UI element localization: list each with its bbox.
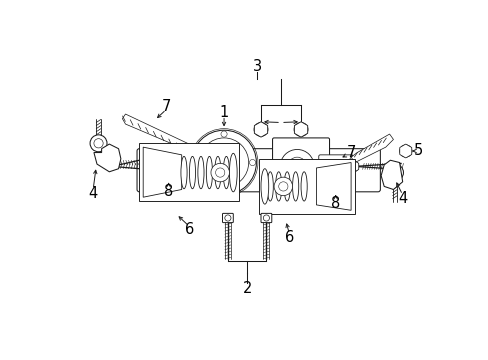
Polygon shape xyxy=(94,144,121,172)
Text: 8: 8 xyxy=(163,184,173,198)
Text: 4: 4 xyxy=(88,186,98,201)
Ellipse shape xyxy=(284,172,290,201)
Circle shape xyxy=(347,161,358,172)
Circle shape xyxy=(199,138,248,187)
Ellipse shape xyxy=(181,156,187,189)
Text: 8: 8 xyxy=(330,196,340,211)
Circle shape xyxy=(399,145,411,157)
Polygon shape xyxy=(143,147,182,197)
Polygon shape xyxy=(380,160,402,189)
Circle shape xyxy=(278,182,287,191)
Circle shape xyxy=(389,168,399,177)
Circle shape xyxy=(280,149,313,183)
FancyBboxPatch shape xyxy=(318,155,352,187)
Ellipse shape xyxy=(198,156,203,189)
Circle shape xyxy=(287,157,306,176)
Ellipse shape xyxy=(206,156,212,189)
Ellipse shape xyxy=(275,172,281,201)
Circle shape xyxy=(297,126,305,133)
Circle shape xyxy=(386,164,403,181)
Circle shape xyxy=(191,130,256,195)
Ellipse shape xyxy=(261,169,268,204)
Circle shape xyxy=(94,139,103,148)
Circle shape xyxy=(274,177,292,196)
Text: 7: 7 xyxy=(161,99,171,114)
Ellipse shape xyxy=(292,172,298,201)
Text: 7: 7 xyxy=(346,145,355,160)
Circle shape xyxy=(192,159,198,166)
Text: 5: 5 xyxy=(413,144,422,158)
Polygon shape xyxy=(122,114,207,159)
Circle shape xyxy=(328,176,342,190)
FancyBboxPatch shape xyxy=(272,138,329,203)
Ellipse shape xyxy=(266,172,273,201)
Ellipse shape xyxy=(214,156,221,189)
Circle shape xyxy=(162,163,175,177)
Circle shape xyxy=(175,160,187,172)
FancyBboxPatch shape xyxy=(137,149,380,192)
Text: 2: 2 xyxy=(242,280,251,296)
Circle shape xyxy=(210,163,229,182)
Circle shape xyxy=(254,122,267,136)
FancyBboxPatch shape xyxy=(261,213,271,222)
Circle shape xyxy=(293,163,301,170)
Circle shape xyxy=(331,180,339,187)
Circle shape xyxy=(257,126,264,133)
Circle shape xyxy=(210,149,238,176)
Circle shape xyxy=(293,122,307,136)
Bar xyxy=(139,143,239,201)
Circle shape xyxy=(224,215,230,221)
Text: 6: 6 xyxy=(285,230,293,245)
Circle shape xyxy=(263,215,269,221)
Ellipse shape xyxy=(229,153,237,192)
Ellipse shape xyxy=(223,156,229,189)
Text: 6: 6 xyxy=(184,222,194,237)
Circle shape xyxy=(249,159,255,166)
Text: 3: 3 xyxy=(252,59,261,74)
Text: 4: 4 xyxy=(397,191,407,206)
Circle shape xyxy=(215,168,224,177)
Circle shape xyxy=(90,135,107,152)
Ellipse shape xyxy=(301,172,306,201)
Circle shape xyxy=(221,131,226,137)
Text: 1: 1 xyxy=(219,105,228,120)
FancyBboxPatch shape xyxy=(222,213,233,222)
Ellipse shape xyxy=(189,156,195,189)
Circle shape xyxy=(218,156,230,169)
Circle shape xyxy=(327,163,343,179)
Polygon shape xyxy=(350,134,393,163)
Bar xyxy=(258,159,354,214)
Circle shape xyxy=(221,188,226,194)
Polygon shape xyxy=(316,163,350,210)
Circle shape xyxy=(402,148,408,154)
Circle shape xyxy=(164,166,172,174)
